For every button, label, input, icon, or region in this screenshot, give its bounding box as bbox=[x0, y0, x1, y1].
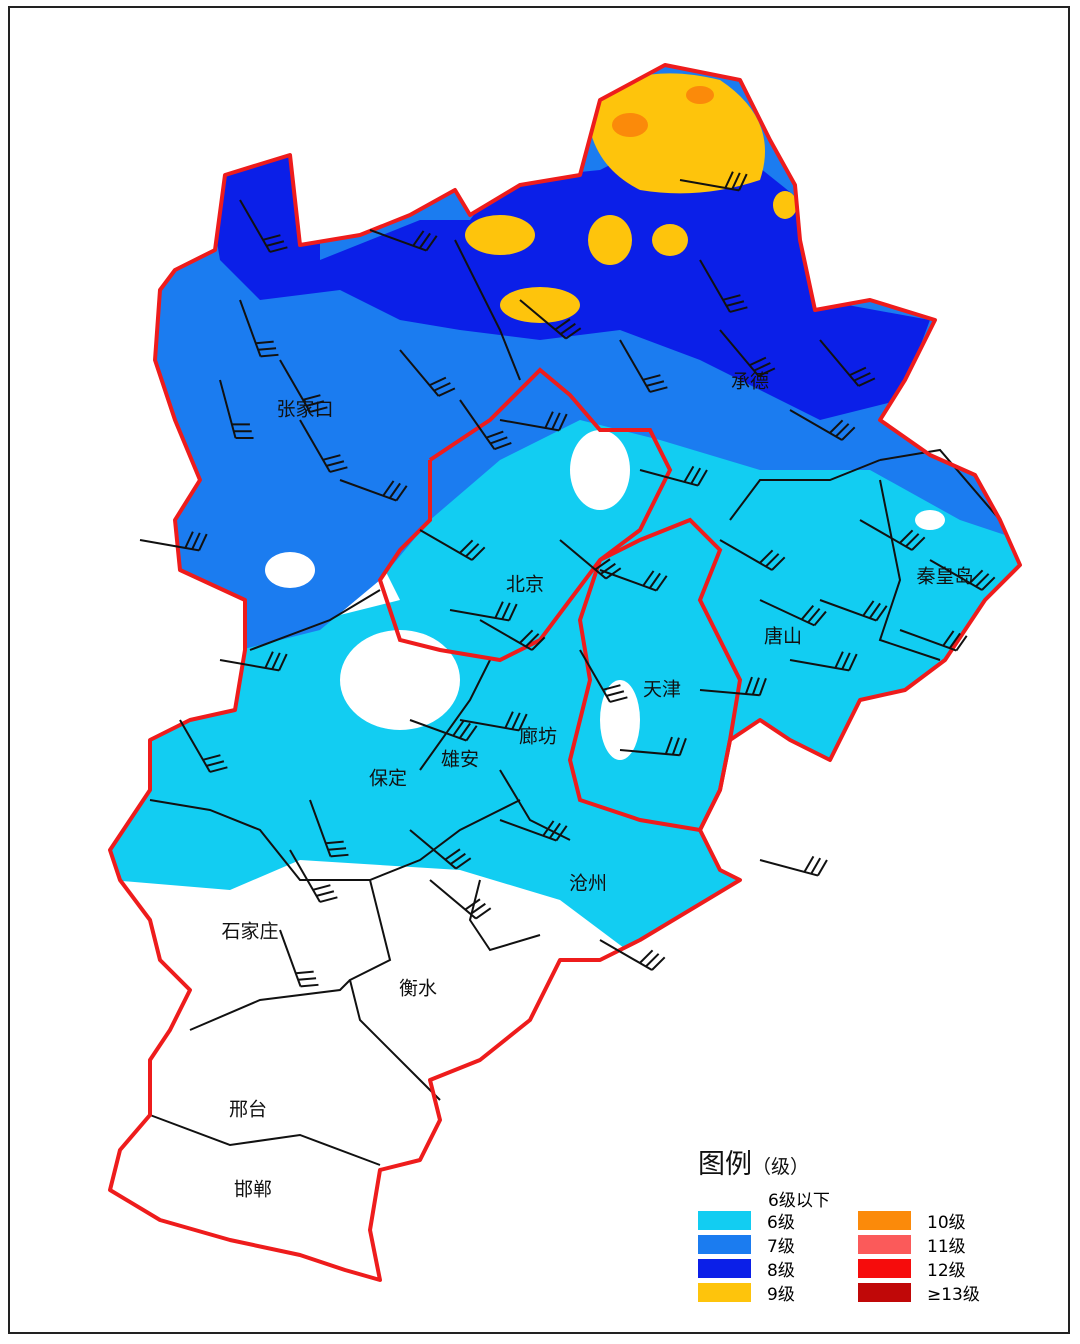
wind-barb bbox=[759, 855, 828, 877]
wind-barb bbox=[479, 619, 546, 651]
wind-barb bbox=[409, 829, 472, 870]
region-outer-boundary bbox=[108, 63, 1022, 1282]
city-label: 唐山 bbox=[763, 625, 803, 648]
legend-item: 6级 bbox=[698, 1210, 795, 1233]
wind-barb bbox=[559, 539, 622, 580]
wind-barb bbox=[599, 569, 668, 592]
legend-swatch bbox=[698, 1282, 751, 1302]
zone-level-8 bbox=[200, 120, 930, 420]
wind-barb bbox=[399, 349, 456, 397]
wind-barb bbox=[579, 649, 628, 703]
legend-item: ≥13级 bbox=[858, 1282, 980, 1305]
legend-swatch bbox=[858, 1234, 911, 1254]
city-label: 衡水 bbox=[398, 977, 438, 1000]
wind-barb bbox=[239, 299, 279, 358]
wind-barb bbox=[279, 359, 328, 413]
city-label: 邢台 bbox=[228, 1098, 268, 1121]
city-label: 北京 bbox=[505, 573, 545, 596]
wind-barb bbox=[279, 929, 319, 988]
legend-label: 8级 bbox=[767, 1260, 795, 1281]
city-label: 天津 bbox=[642, 678, 682, 701]
legend-swatch bbox=[698, 1210, 751, 1230]
wind-barb bbox=[789, 651, 858, 672]
zone-level-9 bbox=[465, 73, 797, 323]
city-label: 沧州 bbox=[568, 872, 608, 895]
wind-barb bbox=[339, 479, 408, 502]
wind-barb bbox=[219, 379, 254, 439]
legend-label: 10级 bbox=[927, 1212, 966, 1233]
wind-barb bbox=[139, 531, 208, 552]
legend-label: 12级 bbox=[927, 1260, 966, 1281]
prefecture-boundaries bbox=[149, 239, 1001, 1166]
wind-barb bbox=[449, 601, 518, 622]
wind-barb bbox=[699, 676, 767, 697]
wind-barb bbox=[819, 599, 888, 622]
wind-barb bbox=[419, 529, 486, 561]
wind-barb bbox=[599, 939, 666, 971]
legend-label: 7级 bbox=[767, 1236, 795, 1257]
wind-barb bbox=[899, 629, 968, 652]
wind-barb bbox=[459, 711, 528, 732]
wind-barb bbox=[289, 849, 338, 903]
legend-swatch bbox=[698, 1258, 751, 1278]
wind-barb bbox=[309, 799, 349, 858]
city-label: 承德 bbox=[730, 370, 770, 393]
wind-barb bbox=[519, 299, 582, 340]
wind-barbs bbox=[139, 171, 996, 988]
wind-barb bbox=[719, 539, 786, 571]
legend: 图例（级） 6级以下 6级 7级 8级 9级 10级 11级 12级 ≥13级 bbox=[698, 1142, 1008, 1305]
wind-barb bbox=[179, 719, 228, 773]
legend-swatch bbox=[858, 1210, 911, 1230]
wind-barb bbox=[639, 465, 708, 487]
wind-barb bbox=[239, 199, 288, 253]
zone-level-10 bbox=[612, 86, 714, 137]
map-frame bbox=[8, 6, 1070, 1334]
wind-barb bbox=[299, 419, 348, 473]
city-label: 保定 bbox=[368, 767, 408, 790]
wind-barb bbox=[429, 879, 492, 920]
legend-item: 12级 bbox=[858, 1258, 966, 1281]
wind-barb bbox=[499, 411, 568, 432]
city-label: 雄安 bbox=[440, 748, 480, 771]
city-label: 张家口 bbox=[276, 398, 334, 421]
wind-barb bbox=[679, 171, 748, 192]
city-label: 邯郸 bbox=[233, 1178, 273, 1201]
wind-barb bbox=[499, 819, 568, 842]
legend-item: 8级 bbox=[698, 1258, 795, 1281]
legend-item: 10级 bbox=[858, 1210, 966, 1233]
legend-swatch bbox=[698, 1234, 751, 1254]
city-label: 石家庄 bbox=[221, 920, 279, 943]
wind-barb bbox=[219, 651, 288, 672]
wind-barb bbox=[759, 599, 827, 627]
wind-barb bbox=[619, 736, 687, 757]
legend-swatch bbox=[858, 1282, 911, 1302]
wind-barb bbox=[859, 519, 926, 551]
city-label: 廊坊 bbox=[518, 725, 558, 748]
legend-label: 6级 bbox=[767, 1212, 795, 1233]
wind-barb bbox=[369, 229, 438, 252]
wind-barb bbox=[789, 409, 856, 441]
wind-barb bbox=[929, 559, 996, 591]
wind-barb bbox=[409, 719, 478, 742]
legend-item: 9级 bbox=[698, 1282, 795, 1305]
legend-below-6: 6级以下 bbox=[768, 1191, 830, 1211]
legend-label: ≥13级 bbox=[927, 1284, 980, 1305]
legend-unit: （级） bbox=[752, 1156, 810, 1178]
wind-barb bbox=[619, 339, 668, 393]
legend-title: 图例（级） bbox=[698, 1149, 810, 1180]
city-label: 秦皇岛 bbox=[916, 565, 974, 588]
wind-barb bbox=[459, 399, 512, 451]
legend-label: 11级 bbox=[927, 1236, 966, 1257]
legend-item: 11级 bbox=[858, 1234, 966, 1257]
legend-label: 9级 bbox=[767, 1284, 795, 1305]
wind-barb bbox=[699, 259, 748, 313]
wind-barb bbox=[819, 339, 876, 387]
wind-barb bbox=[719, 329, 776, 377]
zone-white-patches bbox=[265, 430, 945, 760]
legend-item: 7级 bbox=[698, 1234, 795, 1257]
legend-swatch bbox=[858, 1258, 911, 1278]
